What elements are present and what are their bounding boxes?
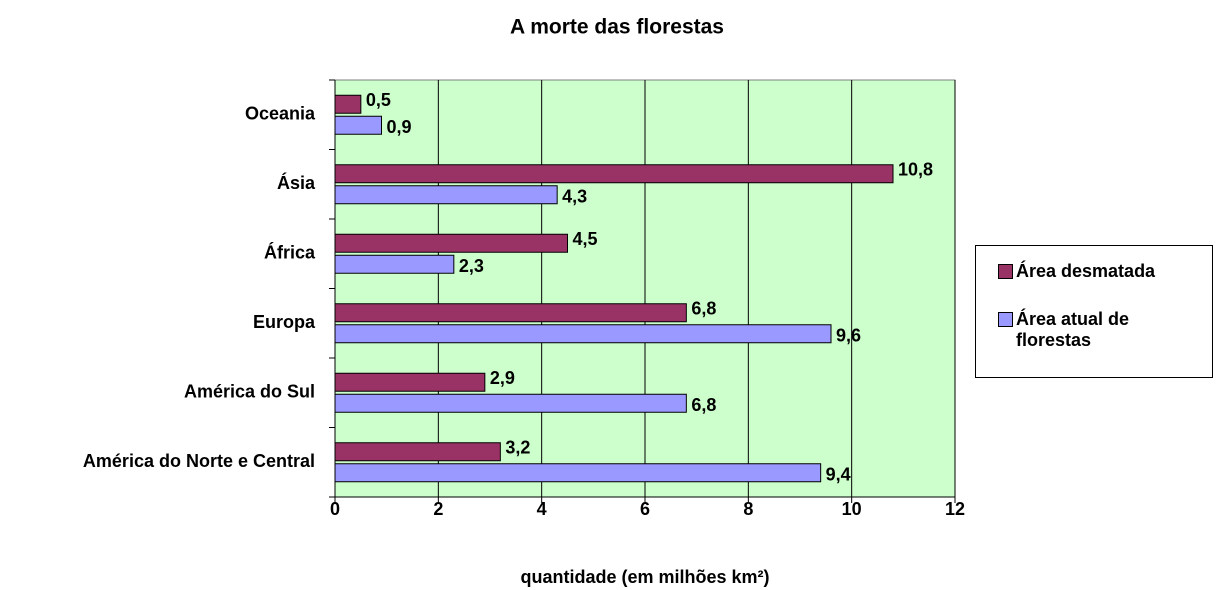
data-label: 0,9	[387, 117, 412, 137]
x-tick-label: 6	[640, 499, 650, 519]
legend-label: Área desmatada	[1016, 261, 1156, 281]
data-label: 6,8	[691, 299, 716, 319]
bar	[334, 463, 822, 483]
bar	[334, 254, 455, 274]
bar	[334, 372, 486, 392]
legend-swatch	[998, 264, 1013, 279]
bar	[334, 393, 687, 413]
legend: Área desmatada Área atual de florestas	[975, 245, 1213, 378]
bar	[334, 324, 832, 344]
data-label: 10,8	[898, 160, 933, 180]
x-tick-label: 2	[433, 499, 443, 519]
data-label: 3,2	[505, 438, 530, 458]
y-tick-label: América do Norte e Central	[83, 451, 315, 471]
chart-title: A morte das florestas	[510, 16, 724, 39]
data-label: 4,3	[562, 187, 587, 207]
data-label: 4,5	[573, 229, 598, 249]
legend-label: Área atual de florestas	[1016, 309, 1130, 350]
legend-item: Área desmatada	[998, 261, 1203, 282]
bar	[334, 115, 382, 135]
data-label: 9,6	[836, 326, 861, 346]
x-axis-title: quantidade (em milhões km²)	[520, 567, 769, 587]
data-label: 2,3	[459, 256, 484, 276]
y-tick-label: Europa	[253, 312, 316, 332]
x-tick-label: 10	[842, 499, 862, 519]
bar	[334, 442, 501, 462]
y-tick-label: África	[264, 242, 316, 263]
bar	[334, 185, 558, 205]
legend-item: Área atual de florestas	[998, 309, 1203, 351]
data-label: 6,8	[691, 395, 716, 415]
data-label: 2,9	[490, 368, 515, 388]
x-tick-label: 12	[945, 499, 965, 519]
x-tick-label: 8	[743, 499, 753, 519]
y-tick-label: Oceania	[245, 104, 316, 124]
bar	[334, 94, 362, 114]
data-label: 9,4	[826, 465, 851, 485]
y-tick-label: Ásia	[277, 172, 316, 193]
x-tick-label: 4	[537, 499, 547, 519]
bar	[334, 164, 894, 184]
bar	[334, 233, 568, 253]
data-label: 0,5	[366, 90, 391, 110]
x-tick-label: 0	[330, 499, 340, 519]
bar	[334, 303, 687, 323]
y-tick-label: América do Sul	[184, 382, 315, 402]
legend-swatch	[998, 312, 1013, 327]
